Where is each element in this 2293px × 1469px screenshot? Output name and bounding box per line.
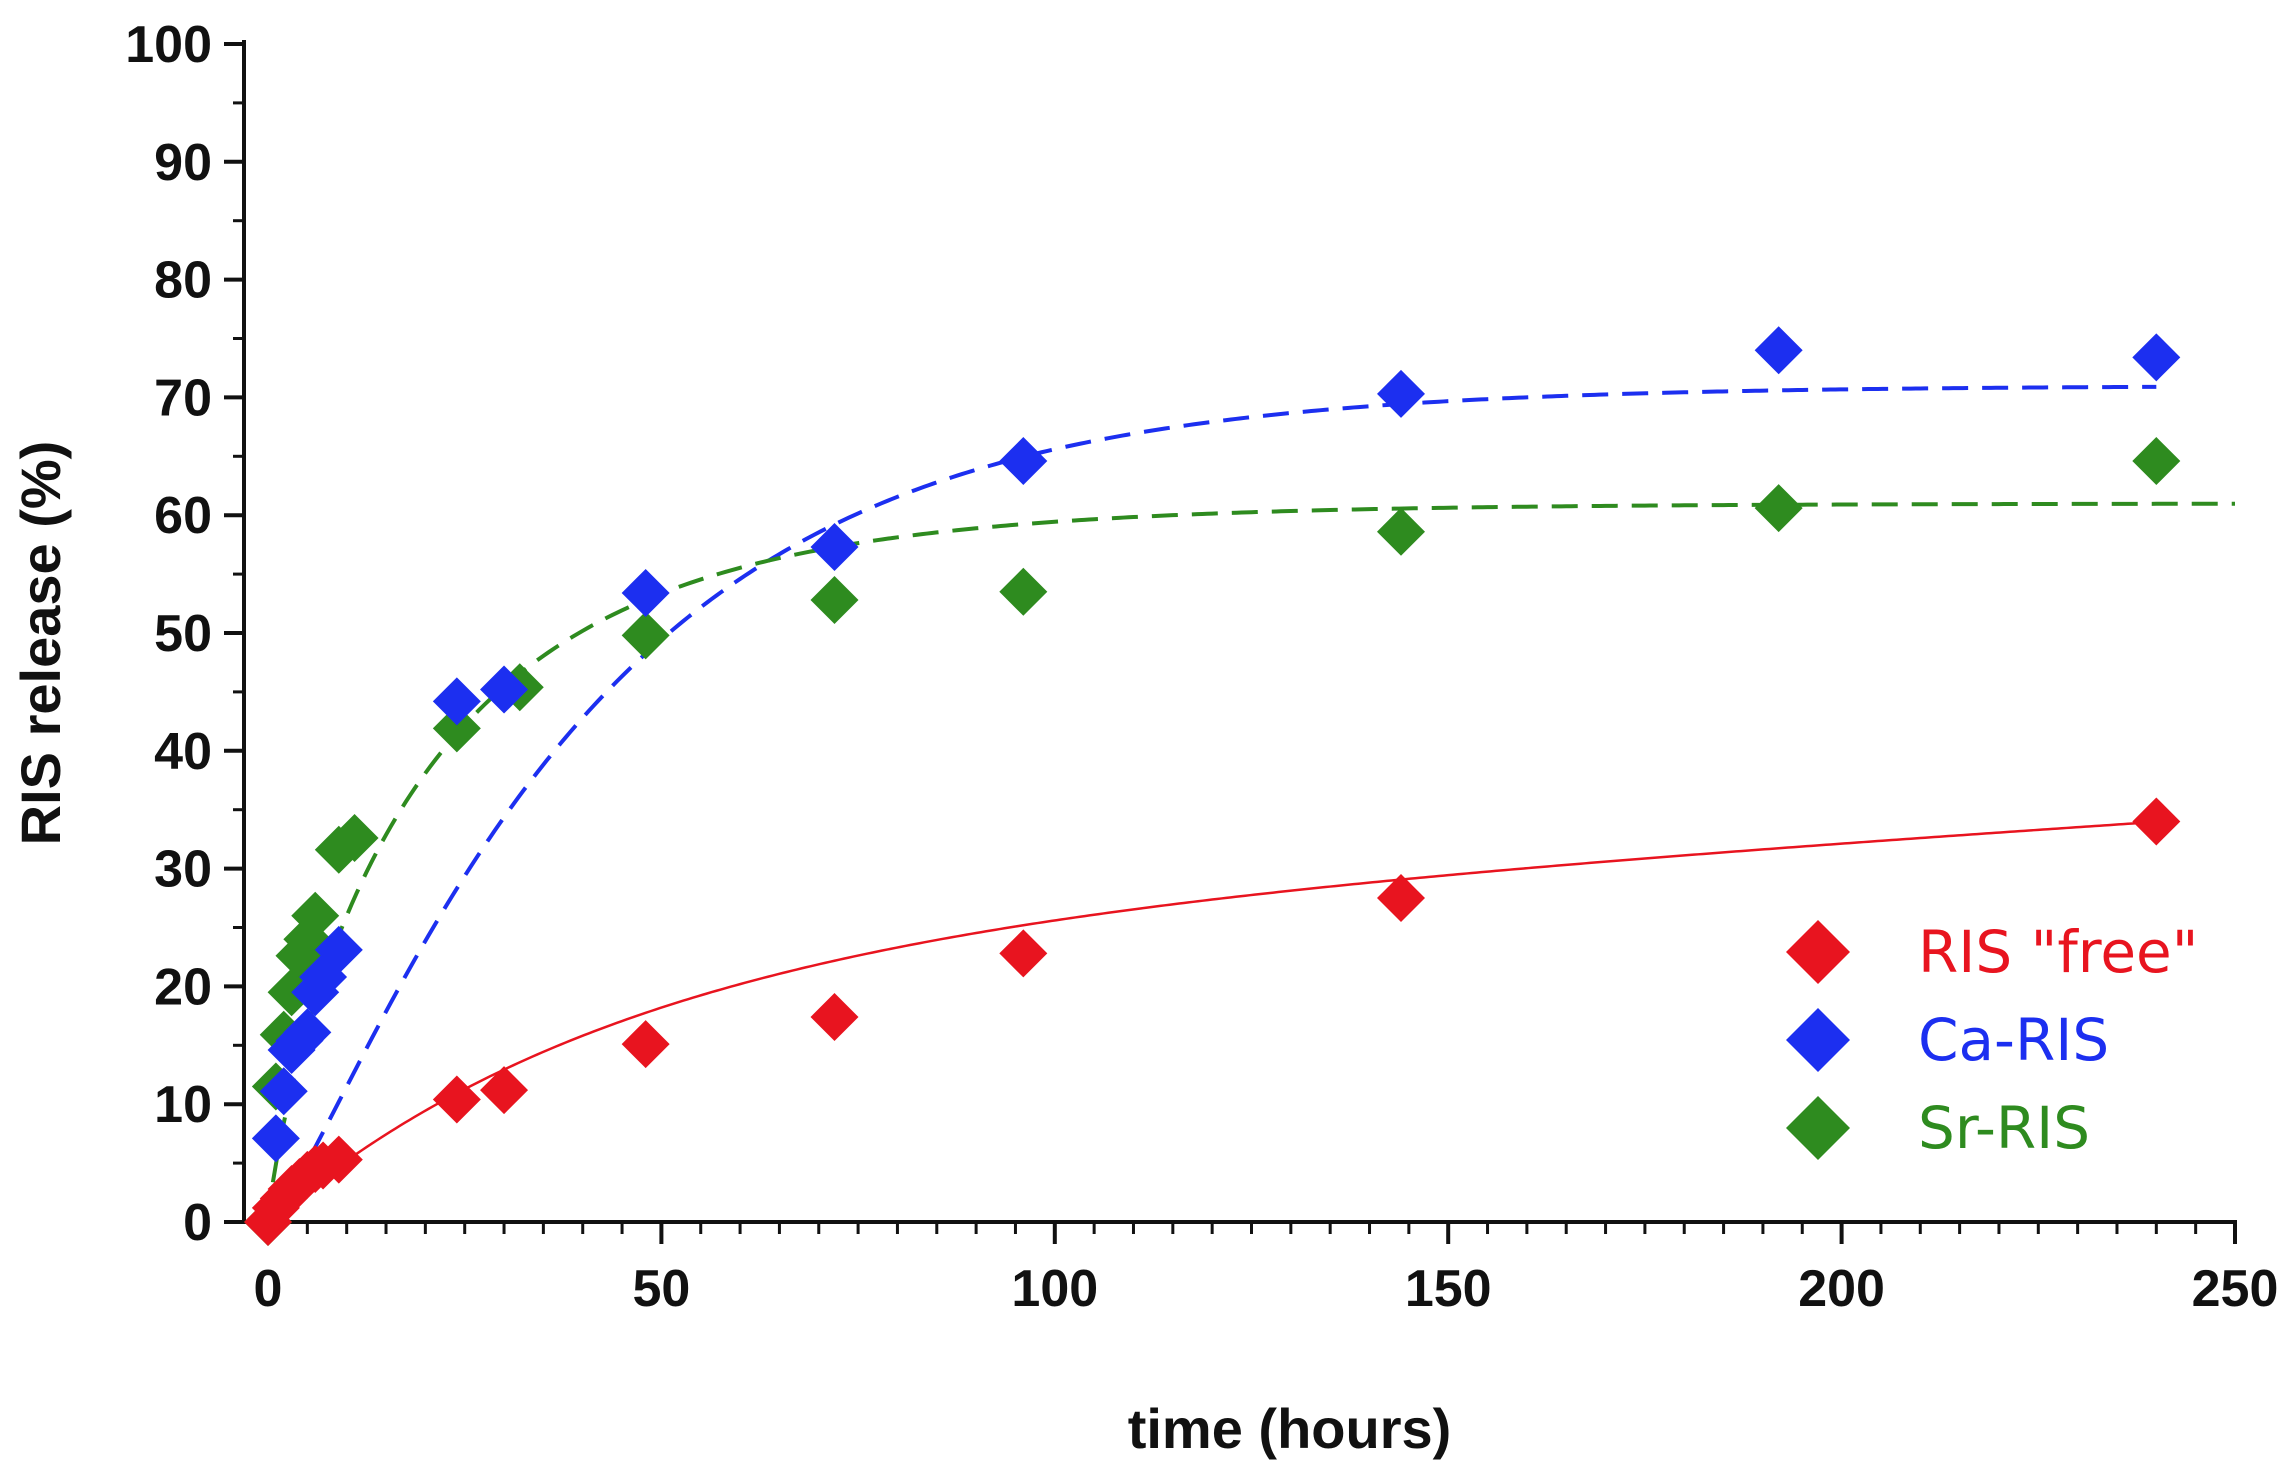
data-point-0 — [1376, 874, 1425, 923]
data-point-0 — [999, 929, 1048, 978]
legend-label-2: Sr-RIS — [1918, 1094, 2090, 1162]
x-tick-label: 0 — [254, 1260, 283, 1318]
fit-line-0 — [267, 820, 2157, 1223]
data-point-0 — [2132, 797, 2181, 846]
fit-line-1 — [266, 384, 2157, 1224]
data-point-1 — [1376, 369, 1425, 418]
y-tick-label: 0 — [183, 1194, 212, 1252]
y-tick-label: 100 — [125, 16, 212, 74]
data-point-2 — [1376, 507, 1425, 556]
y-tick-label: 80 — [154, 252, 212, 310]
x-tick-label: 50 — [632, 1260, 690, 1318]
legend-label-1: Ca-RIS — [1918, 1006, 2109, 1074]
data-point-1 — [432, 677, 481, 726]
legend-marker-2 — [1786, 1096, 1850, 1160]
data-point-2 — [999, 567, 1048, 616]
data-point-0 — [432, 1075, 481, 1124]
data-point-1 — [314, 925, 363, 974]
data-point-2 — [432, 704, 481, 753]
y-axis-title: RIS release (%) — [9, 441, 72, 846]
x-axis-title: time (hours) — [1128, 1397, 1452, 1460]
data-point-2 — [1754, 484, 1803, 533]
legend-marker-0 — [1786, 920, 1850, 984]
data-point-1 — [621, 568, 670, 617]
y-ticks: 0 10 20 30 40 50 60 70 80 90 100 — [125, 16, 244, 1252]
data-point-2 — [291, 891, 340, 940]
x-tick-label: 200 — [1798, 1260, 1885, 1318]
data-point-0 — [810, 993, 859, 1042]
data-point-1 — [2132, 333, 2181, 382]
x-tick-label: 150 — [1405, 1260, 1492, 1318]
legend-marker-1 — [1786, 1008, 1850, 1072]
data-point-2 — [330, 813, 379, 862]
data-point-1 — [480, 665, 529, 714]
fit-line-2 — [266, 501, 2236, 1223]
data-point-1 — [1754, 326, 1803, 375]
y-tick-label: 90 — [154, 134, 212, 192]
y-tick-label: 30 — [154, 841, 212, 899]
data-point-0 — [480, 1066, 529, 1115]
data-point-2 — [2132, 437, 2181, 486]
data-point-2 — [810, 576, 859, 625]
y-tick-label: 60 — [154, 487, 212, 545]
x-ticks: 0 50 100 150 200 250 — [254, 1222, 2279, 1318]
x-tick-label: 250 — [2192, 1260, 2279, 1318]
x-tick-label: 100 — [1011, 1260, 1098, 1318]
legend-label-0: RIS "free" — [1918, 918, 2198, 986]
y-tick-label: 10 — [154, 1076, 212, 1134]
legend: RIS "free" Ca-RIS Sr-RIS — [1786, 918, 2198, 1162]
data-point-2 — [621, 611, 670, 660]
fit-curves — [266, 384, 2236, 1224]
data-point-1 — [259, 1067, 308, 1116]
y-tick-label: 20 — [154, 958, 212, 1016]
data-point-1 — [999, 437, 1048, 486]
data-point-1 — [810, 523, 859, 572]
data-point-0 — [621, 1020, 670, 1069]
y-tick-label: 40 — [154, 723, 212, 781]
data-point-1 — [283, 1008, 332, 1057]
y-tick-label: 70 — [154, 369, 212, 427]
data-point-1 — [251, 1114, 300, 1163]
data-points — [244, 326, 2181, 1246]
y-tick-label: 50 — [154, 605, 212, 663]
data-point-0 — [314, 1135, 363, 1184]
